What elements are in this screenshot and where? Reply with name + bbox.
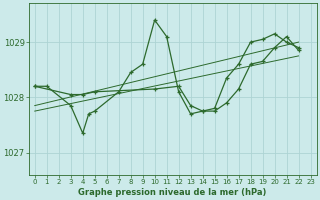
X-axis label: Graphe pression niveau de la mer (hPa): Graphe pression niveau de la mer (hPa) (78, 188, 267, 197)
